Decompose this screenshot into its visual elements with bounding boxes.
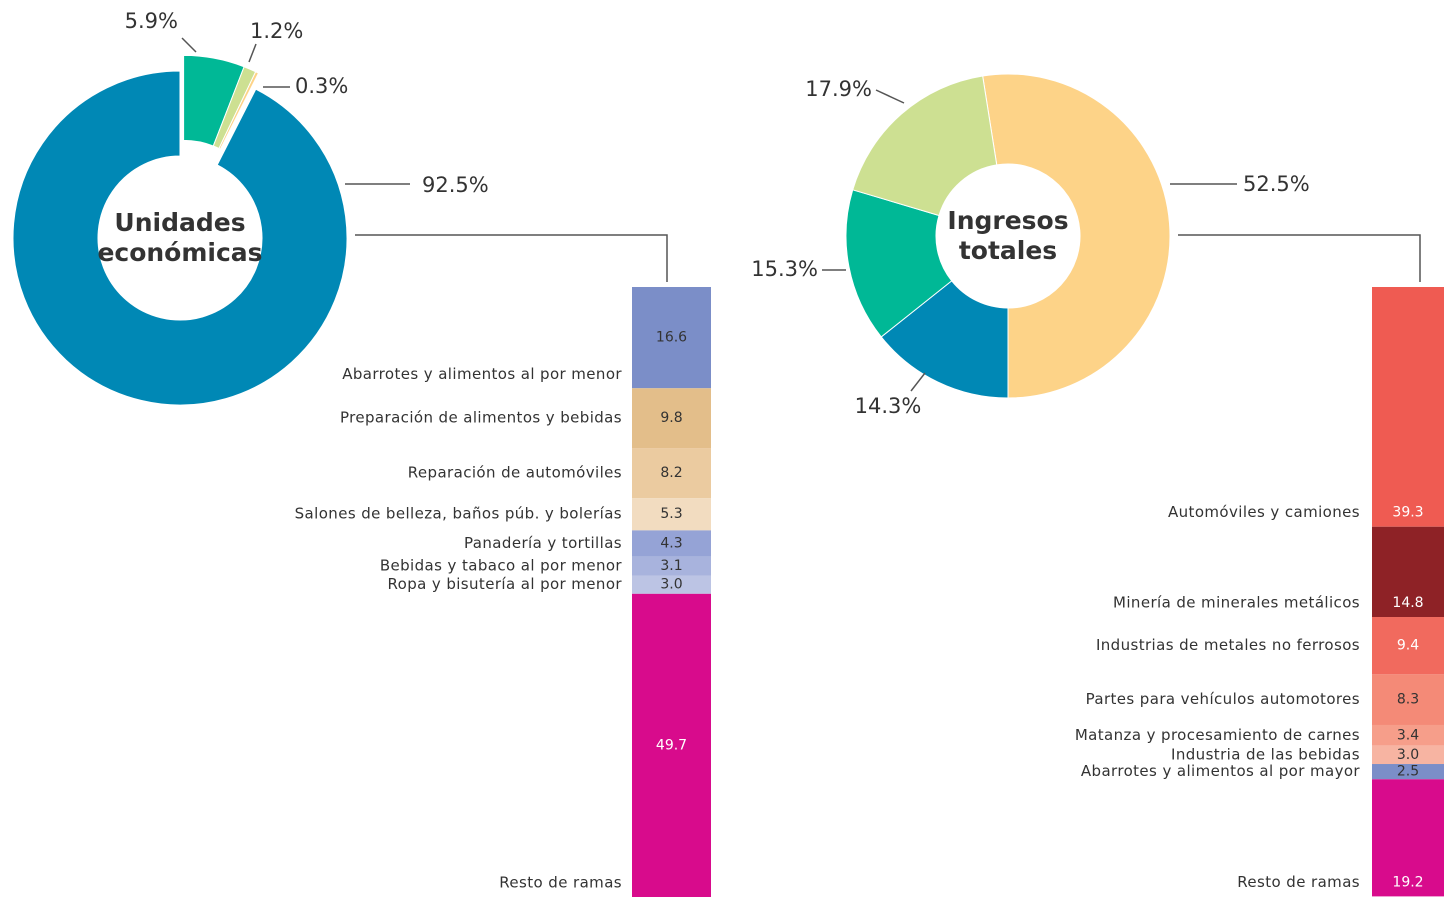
bar-segment (632, 593, 711, 897)
category-label: Bebidas y tabaco al por menor (380, 557, 623, 575)
value-label: 3.0 (1397, 747, 1419, 763)
donut-slice (12, 70, 348, 406)
bar-segment (1372, 745, 1444, 765)
bar-segment (632, 575, 711, 594)
category-label: Abarrotes y alimentos al por menor (342, 365, 622, 383)
category-label: Partes para vehículos automotores (1086, 690, 1360, 708)
bar-segment (632, 530, 711, 557)
category-label: Abarrotes y alimentos al por mayor (1081, 762, 1361, 780)
value-label: 49.7 (656, 737, 687, 753)
category-label: Reparación de automóviles (408, 464, 622, 482)
value-label: 3.0 (660, 577, 682, 593)
bar-segment (632, 556, 711, 576)
category-label: Ropa y bisutería al por menor (387, 575, 622, 593)
value-label: 4.3 (660, 536, 682, 552)
value-label: 16.6 (656, 330, 687, 346)
category-label: Salones de belleza, baños púb. y bolería… (295, 505, 622, 523)
connector (1178, 234, 1421, 282)
bar-segment (632, 388, 711, 449)
category-label: Minería de minerales metálicos (1113, 594, 1360, 612)
bar-segment (632, 287, 711, 389)
donut-slice (982, 73, 1171, 399)
value-label: 3.4 (1397, 727, 1419, 743)
value-label: 14.8 (1392, 595, 1423, 611)
percent-label: 14.3% (855, 394, 922, 418)
category-label: Panadería y tortillas (464, 534, 622, 552)
value-label: 5.3 (660, 506, 682, 522)
category-label: Matanza y procesamiento de carnes (1075, 726, 1360, 744)
category-label: Industrias de metales no ferrosos (1096, 636, 1360, 654)
center-label: Ingresos totales (947, 206, 1069, 265)
leader-line (248, 43, 257, 63)
donut-slice (845, 189, 953, 338)
bar-segment (1372, 674, 1444, 725)
percent-label: 5.9% (125, 9, 178, 33)
category-label: Industria de las bebidas (1171, 745, 1360, 763)
donut-slice (852, 75, 998, 217)
percent-label: 52.5% (1243, 172, 1310, 196)
bar-segment (632, 498, 711, 531)
value-label: 8.3 (1397, 692, 1419, 708)
value-label: 2.5 (1397, 764, 1419, 780)
percent-label: 15.3% (751, 257, 818, 281)
value-label: 19.2 (1392, 874, 1423, 890)
bar-segment (1372, 287, 1444, 527)
percent-label: 0.3% (295, 74, 348, 98)
leader-line (875, 89, 905, 104)
bar-segment (1372, 724, 1444, 746)
bar-segment (1372, 779, 1444, 897)
donut-slice (218, 71, 260, 150)
bar-segment (632, 448, 711, 499)
bar-segment (1372, 764, 1444, 780)
connector (355, 234, 668, 282)
value-label: 9.4 (1397, 638, 1419, 654)
center-label: Unidades económicas (97, 208, 263, 267)
percent-label: 17.9% (805, 77, 872, 101)
value-label: 9.8 (660, 410, 682, 426)
value-label: 3.1 (660, 558, 682, 574)
value-label: 39.3 (1392, 505, 1423, 521)
category-label: Resto de ramas (499, 874, 622, 892)
category-label: Automóviles y camiones (1168, 503, 1360, 521)
category-label: Preparación de alimentos y bebidas (340, 409, 622, 427)
value-label: 8.2 (660, 465, 682, 481)
percent-label: 1.2% (250, 19, 303, 43)
leader-line (181, 37, 197, 53)
leader-line (910, 372, 926, 392)
bar-segment (1372, 526, 1444, 618)
percent-label: 92.5% (422, 173, 489, 197)
bar-segment (1372, 617, 1444, 675)
category-label: Resto de ramas (1237, 873, 1360, 891)
